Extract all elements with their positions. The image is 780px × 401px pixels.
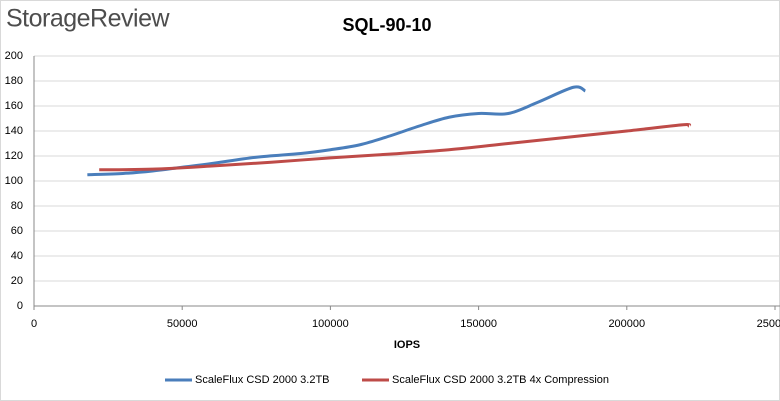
x-tick-label: 100000 <box>312 318 349 330</box>
x-tick-label: 50000 <box>167 318 198 330</box>
legend-label: ScaleFlux CSD 2000 3.2TB <box>195 374 330 386</box>
series-line <box>99 123 692 172</box>
y-tick-label: 0 <box>17 300 23 312</box>
y-tick-label: 80 <box>11 200 23 212</box>
y-tick-label: 100 <box>5 175 23 187</box>
logo: StorageReview <box>6 5 170 33</box>
y-tick-label: 160 <box>5 100 23 112</box>
x-tick-label: 150000 <box>460 318 497 330</box>
y-tick-label: 200 <box>5 50 23 62</box>
x-tick-label: 0 <box>31 318 37 330</box>
x-axis-label: IOPS <box>394 339 420 351</box>
y-tick-label: 40 <box>11 250 23 262</box>
x-tick-label: 250000 <box>757 318 780 330</box>
y-tick-label: 120 <box>5 150 23 162</box>
y-tick-label: 140 <box>5 125 23 137</box>
y-tick-label: 180 <box>5 75 23 87</box>
chart-title: SQL-90-10 <box>342 15 431 35</box>
y-tick-label: 20 <box>11 275 23 287</box>
legend-label: ScaleFlux CSD 2000 3.2TB 4x Compression <box>392 374 609 386</box>
x-tick-label: 200000 <box>608 318 645 330</box>
y-tick-label: 60 <box>11 225 23 237</box>
